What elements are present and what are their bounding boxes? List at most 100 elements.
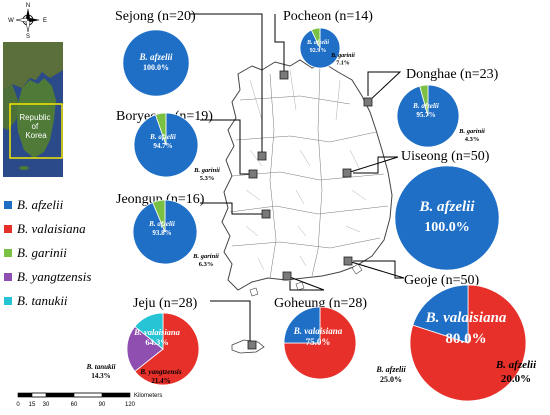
slice-value-label-boryeong-b-garinii: 5.3%	[200, 175, 215, 182]
pie-chart-geoje: Geoje (n=50) B. valaisiana 80.0% B. afzelii…	[404, 273, 537, 402]
site-marker-pocheon	[279, 70, 289, 80]
site-title-pocheon: Pocheon (n=14)	[283, 9, 373, 24]
scale-tick-label: 30	[43, 402, 50, 408]
slice-value-label-boryeong-b-afzelii: 94.7%	[153, 142, 172, 150]
legend-label-b-valaisiana: B. valaisiana	[17, 221, 86, 236]
slice-species-label-uiseong-b-afzelii: B. afzelii	[419, 199, 476, 215]
slice-value-label-jeju-b-tanukii: 14.3%	[91, 372, 110, 380]
slice-value-label-geoje-b-afzelii: 20.0%	[501, 373, 531, 385]
compass-w-label: W	[8, 18, 14, 24]
leader-line-goheung	[286, 275, 325, 291]
site-marker-boryeong	[248, 169, 258, 179]
slice-value-label-goheung-b-afzelii: 25.0%	[380, 375, 402, 384]
slice-species-label-boryeong-b-garinii: B. garinii	[193, 167, 220, 174]
legend-swatch-b-yangtzensis	[4, 273, 12, 281]
site-markers	[247, 70, 373, 350]
slice-species-label-goheung-b-valaisiana: B. valaisiana	[293, 326, 343, 336]
site-title-goheung: Goheung (n=28)	[274, 296, 367, 311]
county-boundaries	[245, 69, 367, 271]
pie-slice-jeju-b-yangtzensis	[126, 326, 164, 372]
pie-slice-geoje-b-afzelii	[412, 284, 469, 344]
legend-swatch-b-afzelii	[4, 201, 12, 209]
slice-species-label-geoje-b-afzelii: B. afzelii	[495, 359, 537, 371]
scale-tick-label: 60	[71, 402, 78, 408]
pie-slice-goheung-b-valaisiana	[283, 306, 357, 380]
leader-line-donghae	[367, 71, 402, 103]
site-marker-sejong	[257, 151, 267, 161]
compass-s-label: S	[26, 34, 30, 40]
legend-label-b-garinii: B. garinii	[17, 245, 67, 260]
slice-species-label-donghae-b-afzelii: B. afzelii	[412, 102, 439, 110]
province-boundaries	[229, 65, 389, 279]
legend-label-b-yangtzensis: B. yangtzensis	[17, 269, 91, 284]
slice-species-label-geoje-b-valaisiana: B. valaisiana	[425, 310, 507, 326]
leader-line-geoje	[347, 260, 405, 279]
leader-line-jeju	[210, 300, 253, 346]
leader-line-uiseong	[346, 156, 399, 174]
slice-value-label-pocheon-b-afzelii: 92.9%	[310, 48, 327, 54]
slice-value-label-jeongup-b-afzelii: 93.8%	[152, 229, 171, 237]
pie-slice-donghae-b-garinii	[419, 84, 429, 117]
slice-value-label-donghae-b-garinii: 4.3%	[465, 136, 480, 143]
pie-slice-goheung-b-afzelii	[283, 306, 321, 344]
slice-species-label-goheung-b-afzelii: B. afzelii	[375, 365, 406, 374]
compass-n-label: N	[26, 3, 30, 9]
slice-species-label-boryeong-b-afzelii: B. afzelii	[149, 133, 176, 141]
scale-tick-label: 15	[29, 402, 36, 408]
korea-mainland-outline	[221, 59, 393, 291]
scale-unit-label: Kilometers	[134, 393, 162, 399]
site-title-sejong: Sejong (n=20)	[115, 9, 196, 24]
scale-bar: 0 15 30 60 90 120 Kilometers	[16, 392, 162, 408]
scale-tick-label: 0	[16, 402, 20, 408]
site-title-uiseong: Uiseong (n=50)	[401, 149, 490, 164]
pie-slice-jeongup-b-garinii	[152, 199, 166, 233]
inset-highlight-box	[9, 103, 63, 159]
site-title-donghae: Donghae (n=23)	[406, 67, 499, 82]
scale-tick-label: 90	[99, 402, 106, 408]
slice-species-label-donghae-b-garinii: B. garinii	[458, 128, 485, 135]
legend-label-b-afzelii: B. afzelii	[17, 197, 64, 212]
slice-species-label-jeongup-b-afzelii: B. afzelii	[148, 220, 175, 228]
slice-species-label-jeju-b-yangtzensis: B. yangtzensis	[139, 368, 182, 376]
legend-swatch-b-garinii	[4, 249, 12, 257]
slice-value-label-sejong-b-afzelii: 100.0%	[143, 63, 169, 72]
slice-value-label-jeongup-b-garinii: 6.3%	[199, 261, 214, 268]
legend-label-b-tanukii: B. tanukii	[17, 293, 68, 308]
site-marker-jeongup	[261, 209, 271, 219]
pie-slice-pocheon-b-garinii	[310, 27, 321, 49]
site-title-jeju: Jeju (n=28)	[133, 296, 198, 311]
slice-species-label-jeju-b-valaisiana: B. valaisiana	[133, 327, 181, 337]
pie-slice-boryeong-b-garinii	[155, 112, 167, 146]
site-marker-jeju	[247, 340, 257, 350]
inset-map: Republic of Korea	[3, 42, 63, 177]
species-legend: B. afzelii B. valaisiana B. garinii B. yang…	[4, 197, 91, 308]
site-marker-goheung	[282, 271, 292, 281]
slice-value-label-uiseong-b-afzelii: 100.0%	[424, 220, 470, 235]
slice-value-label-geoje-b-valaisiana: 80.0%	[445, 331, 486, 347]
inset-country-label: Republic of Korea	[19, 113, 52, 140]
site-title-jeongup: Jeongup (n=16)	[116, 192, 205, 207]
slice-value-label-jeju-b-yangtzensis: 21.4%	[151, 377, 170, 385]
slice-species-label-jeju-b-tanukii: B. tanukii	[86, 363, 116, 371]
site-marker-uiseong	[342, 168, 352, 178]
pie-slice-jeju-b-valaisiana	[134, 312, 200, 386]
legend-swatch-b-valaisiana	[4, 225, 12, 233]
pie-slice-sejong-b-afzelii	[122, 29, 190, 97]
site-title-geoje: Geoje (n=50)	[404, 273, 479, 288]
slice-species-label-jeongup-b-garinii: B. garinii	[192, 253, 219, 260]
pie-slice-geoje-b-valaisiana	[409, 284, 527, 402]
slice-species-label-pocheon-b-garinii: B. garinii	[330, 53, 355, 59]
slice-value-label-pocheon-b-garinii: 7.1%	[336, 61, 350, 67]
pie-chart-uiseong: Uiseong (n=50) B. afzelii 100.0%	[394, 149, 500, 271]
compass-e-label: E	[43, 18, 47, 24]
slice-value-label-jeju-b-valaisiana: 64.3%	[145, 337, 168, 347]
island-outlines	[249, 263, 363, 297]
legend-swatch-b-tanukii	[4, 297, 12, 305]
slice-species-label-sejong-b-afzelii: B. afzelii	[139, 52, 173, 62]
